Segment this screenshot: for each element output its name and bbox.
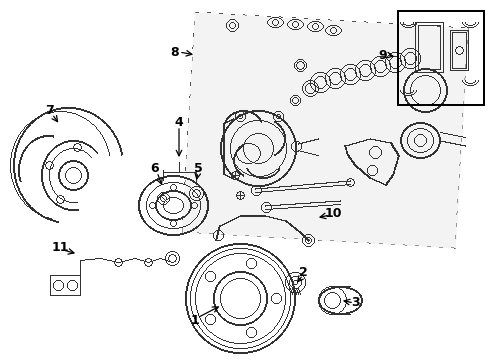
Text: 4: 4 <box>174 116 183 129</box>
Text: 5: 5 <box>193 162 202 175</box>
Text: 11: 11 <box>51 240 69 253</box>
Text: 2: 2 <box>298 266 307 279</box>
Text: 6: 6 <box>150 162 159 175</box>
Text: 9: 9 <box>378 49 386 62</box>
Text: 8: 8 <box>170 45 179 59</box>
Text: 1: 1 <box>190 314 199 327</box>
Text: 3: 3 <box>351 297 360 310</box>
Text: 10: 10 <box>324 207 341 220</box>
Text: 7: 7 <box>45 104 54 117</box>
